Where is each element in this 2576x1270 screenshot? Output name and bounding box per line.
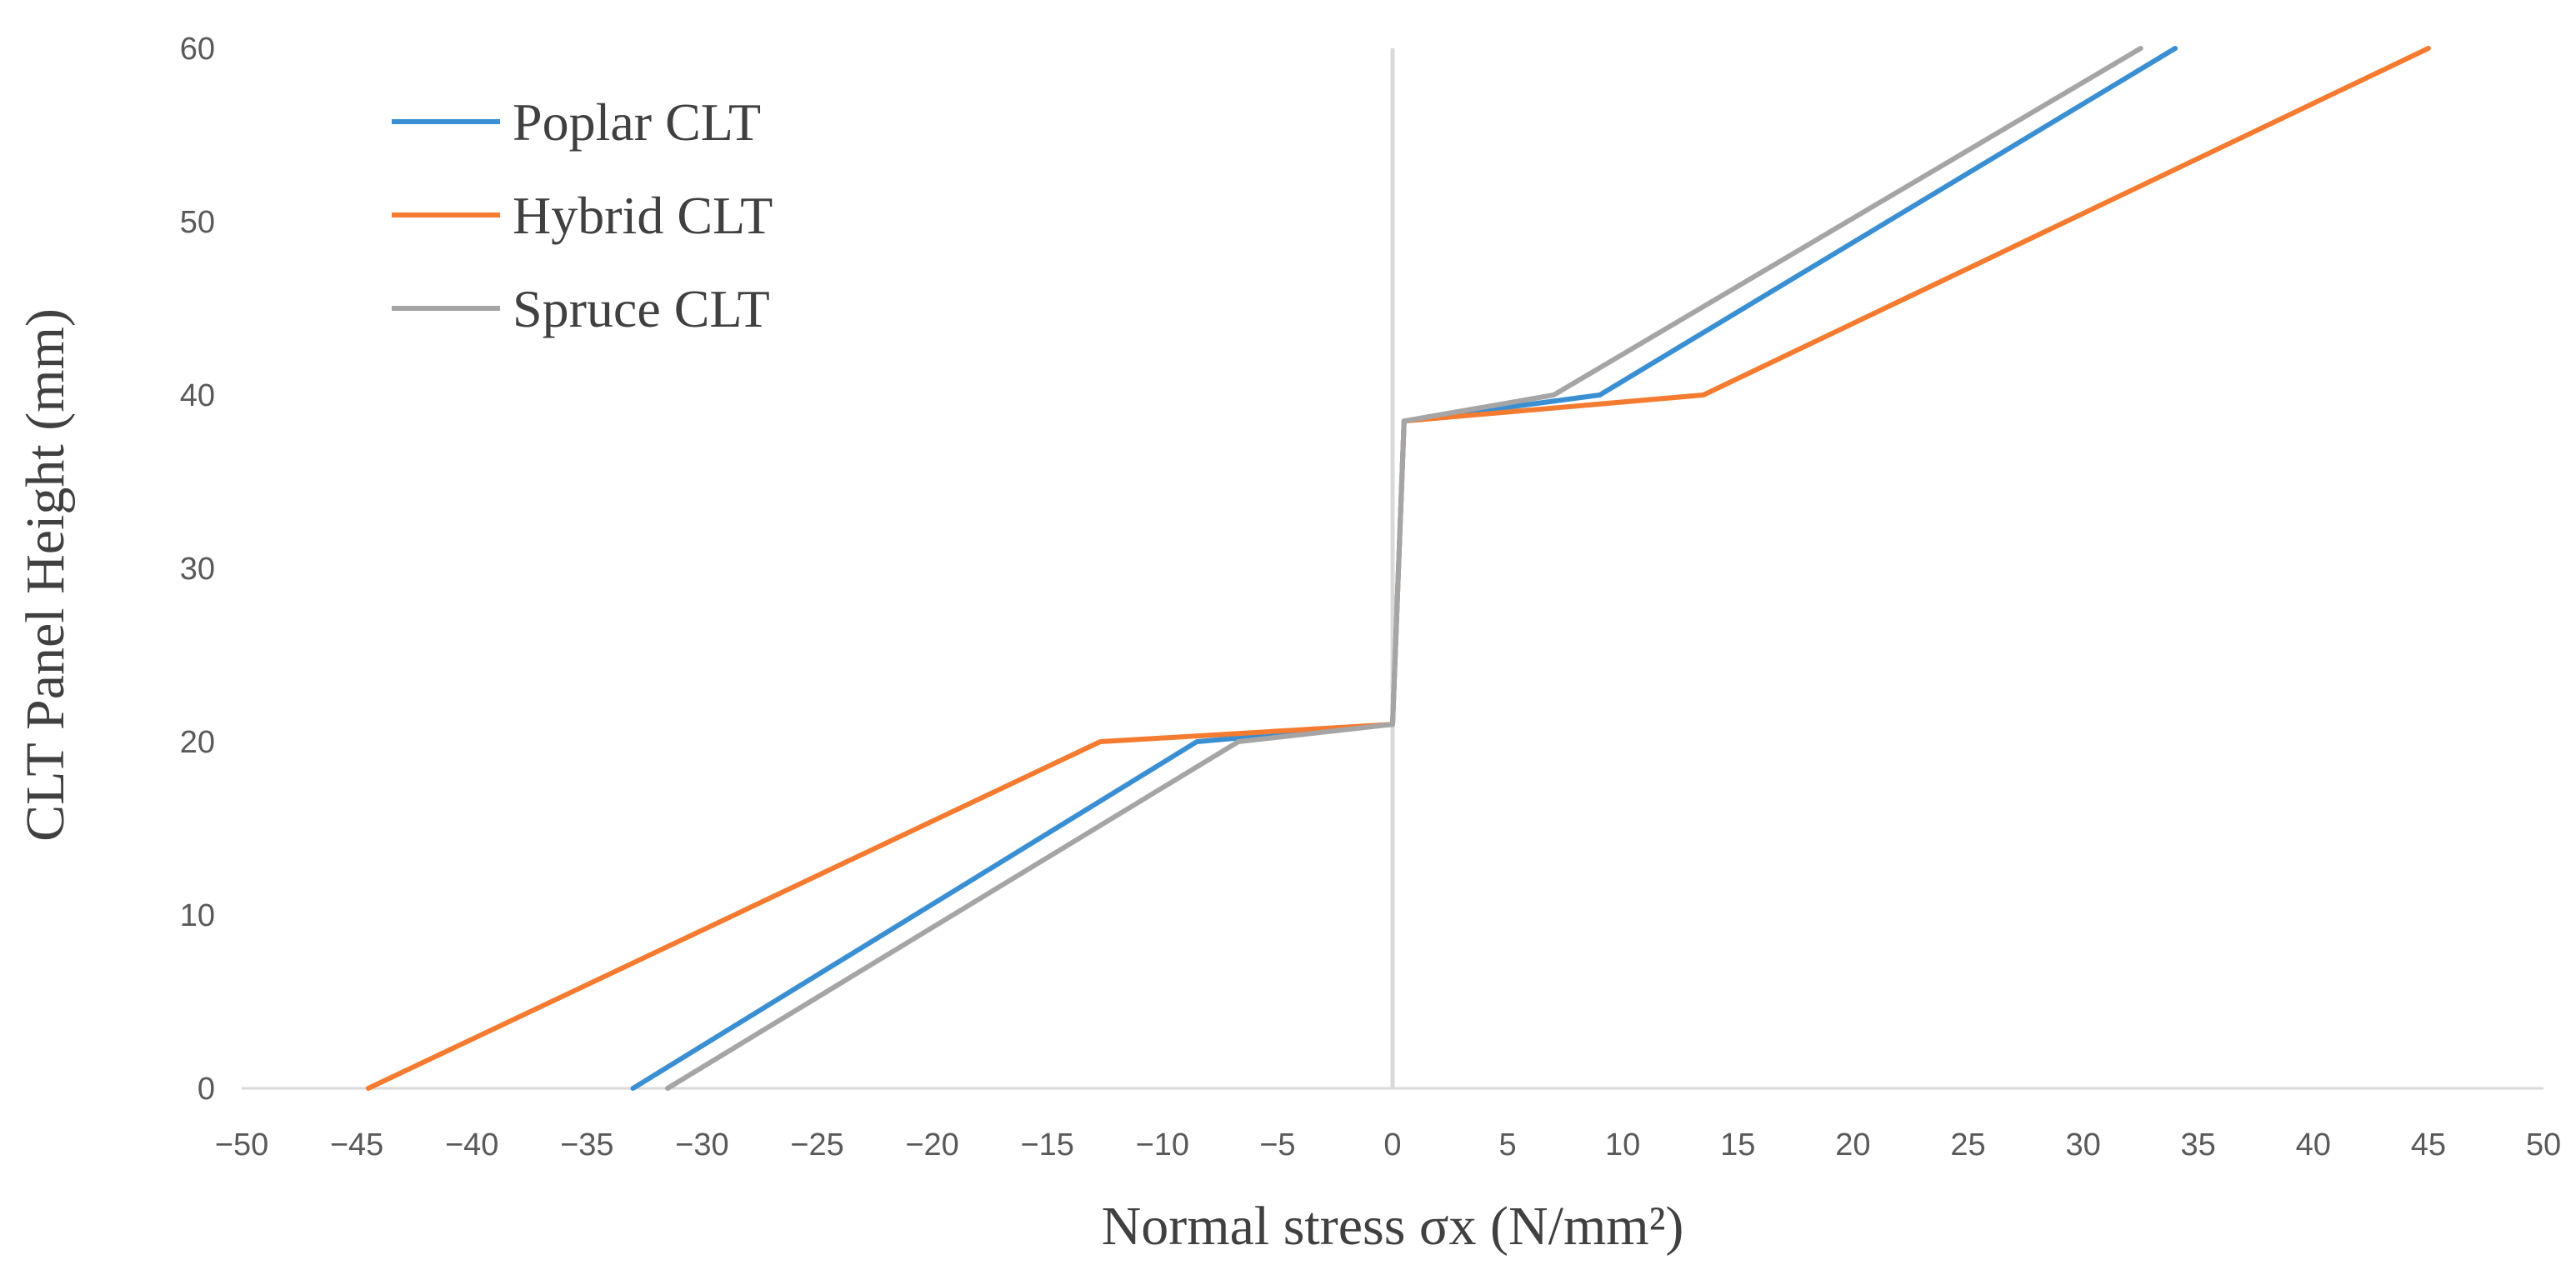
x-tick-label: −30 [675,1128,728,1162]
x-tick-label: −15 [1020,1128,1073,1162]
y-tick-label: 0 [198,1072,215,1107]
y-tick-label: 20 [180,725,215,760]
x-tick-label: 40 [2296,1128,2331,1162]
x-tick-label: 30 [2065,1128,2100,1162]
x-tick-label: 45 [2411,1128,2446,1162]
x-tick-label: −5 [1259,1128,1295,1162]
x-tick-label: −35 [560,1128,613,1162]
x-tick-label: −45 [330,1128,383,1162]
y-tick-label: 50 [180,205,215,240]
x-tick-label: 35 [2181,1128,2216,1162]
x-axis-title: Normal stress σx (N/mm²) [1102,1196,1684,1257]
x-tick-label: 25 [1950,1128,1985,1162]
x-tick-label: −20 [905,1128,958,1162]
x-tick-label: 20 [1835,1128,1870,1162]
legend-label: Poplar CLT [513,92,761,152]
y-tick-label: 60 [180,32,215,67]
y-tick-labels: 0 10 20 30 40 50 60 [180,32,215,1107]
x-tick-label: 10 [1605,1128,1640,1162]
series-line-spruce-clt [665,46,2143,1091]
legend: Poplar CLT Hybrid CLT Spruce CLT [392,92,773,338]
x-tick-label: 15 [1720,1128,1755,1162]
x-tick-label: −25 [790,1128,843,1162]
y-tick-label: 10 [180,898,215,933]
x-tick-label: 50 [2526,1128,2561,1162]
legend-label: Spruce CLT [513,279,770,338]
x-tick-label: −10 [1136,1128,1189,1162]
series-line-poplar-clt [630,46,2178,1091]
y-tick-label: 30 [180,552,215,587]
y-tick-label: 40 [180,378,215,413]
x-tick-labels: −50 −45 −40 −35 −30 −25 −20 −15 −10 −5 0 5 10 15 20 25 3… [215,1128,2561,1162]
x-tick-label: 5 [1499,1128,1517,1162]
series-lines [365,46,2431,1091]
x-tick-label: 0 [1383,1128,1401,1162]
x-tick-label: −50 [215,1128,268,1162]
x-tick-label: −40 [445,1128,498,1162]
legend-label: Hybrid CLT [513,186,773,245]
y-axis-title: CLT Panel Height (mm) [15,308,76,842]
